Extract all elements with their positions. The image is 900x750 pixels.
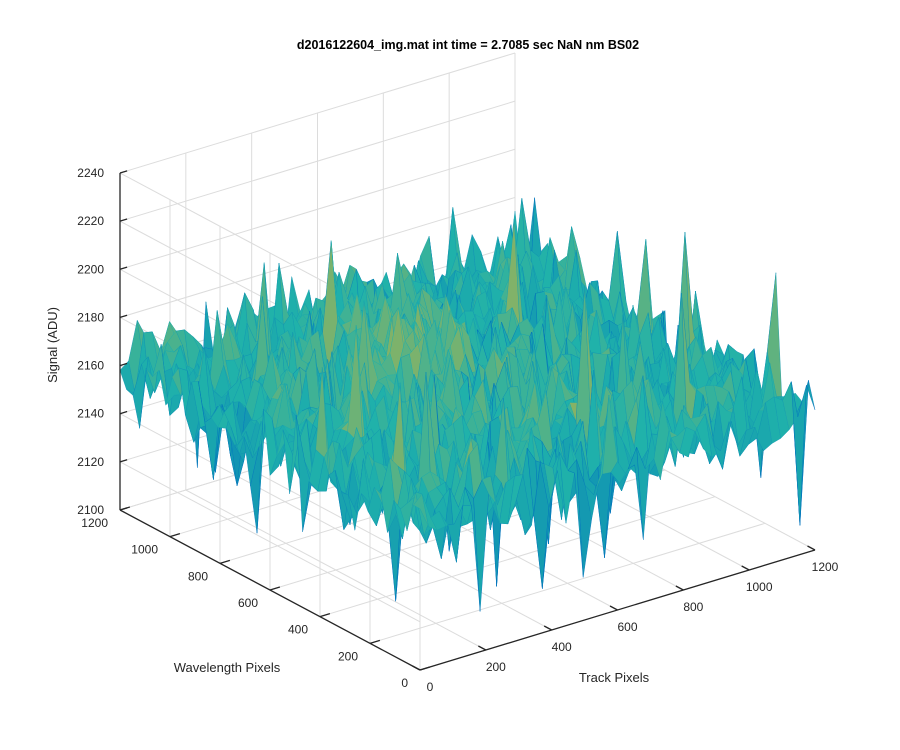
- z-tick-label: 2140: [77, 407, 104, 421]
- y-axis-label: Wavelength Pixels: [174, 660, 281, 675]
- z-tick: [119, 459, 128, 463]
- z-tick: [119, 362, 128, 367]
- left-wall-grid-z: [119, 413, 421, 575]
- y-tick-label: 200: [338, 649, 358, 663]
- y-tick: [319, 613, 331, 618]
- x-tick: [543, 625, 552, 631]
- z-tick: [119, 218, 128, 222]
- x-tick: [609, 605, 618, 611]
- x-tick: [478, 645, 487, 651]
- y-tick: [169, 533, 181, 538]
- z-axis-label: Signal (ADU): [45, 307, 60, 383]
- y-tick-label: 400: [288, 623, 308, 637]
- y-tick-label: 1200: [81, 516, 108, 530]
- y-tick: [219, 559, 231, 564]
- z-tick: [119, 507, 128, 511]
- z-tick-label: 2240: [77, 166, 104, 180]
- x-tick-label: 600: [617, 620, 637, 634]
- x-tick-label: 1000: [746, 580, 773, 594]
- y-tick: [369, 639, 381, 644]
- right-wall-grid-z: [119, 196, 516, 318]
- y-tick-label: 1000: [131, 543, 158, 557]
- right-wall-grid-z: [119, 100, 516, 222]
- z-tick: [119, 266, 128, 270]
- x-tick: [741, 565, 750, 571]
- x-axis-label: Track Pixels: [579, 670, 650, 685]
- x-tick-label: 1200: [812, 560, 839, 574]
- z-tick-label: 2120: [77, 455, 104, 469]
- z-tick: [119, 170, 128, 174]
- y-tick-label: 600: [238, 596, 258, 610]
- x-tick-label: 400: [552, 640, 572, 654]
- y-tick: [419, 666, 431, 671]
- x-tick: [412, 665, 421, 671]
- y-tick-label: 0: [401, 676, 408, 690]
- floor-grid-y: [319, 496, 716, 618]
- x-tick-label: 200: [486, 660, 506, 674]
- x-tick-label: 800: [683, 600, 703, 614]
- chart-title: d2016122604_img.mat int time = 2.7085 se…: [297, 38, 639, 52]
- x-tick-label: 0: [427, 680, 434, 694]
- y-tick-label: 800: [188, 569, 208, 583]
- left-wall-grid-z: [119, 461, 421, 623]
- surface: [119, 197, 816, 612]
- surface-patch: [799, 380, 816, 526]
- right-wall-grid-z: [119, 52, 516, 174]
- z-tick-label: 2200: [77, 262, 104, 276]
- ticks-layer: 0 200 400 600 800 1000 1200 0 200 400 600 800 1000 12…: [77, 166, 838, 694]
- x-tick: [807, 545, 816, 551]
- z-tick-label: 2100: [77, 503, 104, 517]
- y-tick: [269, 586, 281, 591]
- floor-grid-y: [369, 522, 766, 644]
- z-tick: [119, 410, 128, 415]
- z-tick-label: 2160: [77, 359, 104, 373]
- z-tick-label: 2180: [77, 310, 104, 324]
- z-tick: [119, 314, 128, 319]
- x-tick: [675, 585, 684, 591]
- z-tick-label: 2220: [77, 214, 104, 228]
- right-wall-grid-z: [119, 148, 516, 270]
